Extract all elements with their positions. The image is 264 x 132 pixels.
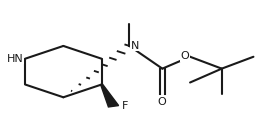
Text: O: O <box>157 97 166 107</box>
Polygon shape <box>101 84 119 107</box>
Text: HN: HN <box>7 54 24 64</box>
Text: N: N <box>131 41 139 51</box>
Text: F: F <box>122 101 128 111</box>
Text: O: O <box>181 51 190 62</box>
